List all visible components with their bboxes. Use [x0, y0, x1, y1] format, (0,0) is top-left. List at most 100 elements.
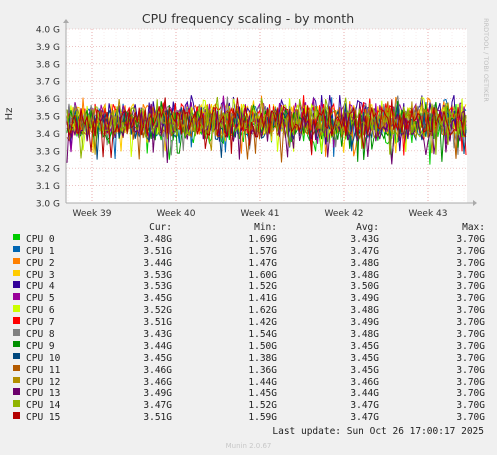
legend-max-value: 3.70G [456, 281, 485, 293]
legend-rows: CPU 0 3.48G 1.69G 3.43G 3.70G CPU 1 3.51G 1.57G… [0, 233, 497, 424]
legend-min-value: 1.57G [248, 245, 277, 257]
legend-row: CPU 12 3.46G 1.44G 3.46G 3.70G [0, 376, 497, 389]
legend-avg-value: 3.45G [350, 340, 379, 352]
legend-swatch [13, 317, 20, 324]
y-tick-label: 3.5 G [36, 113, 60, 123]
legend-max-value: 3.70G [456, 305, 485, 317]
legend-min-value: 1.52G [248, 281, 277, 293]
legend-row: CPU 5 3.45G 1.41G 3.49G 3.70G [0, 293, 497, 305]
legend-cur-value: 3.53G [143, 269, 172, 281]
legend-avg-value: 3.44G [350, 388, 379, 400]
legend-swatch [13, 364, 20, 372]
legend-series-name: CPU 10 [26, 352, 61, 364]
legend-cur-value: 3.46G [143, 376, 172, 388]
legend-avg-value: 3.46G [350, 376, 379, 388]
legend-series-name: CPU 11 [26, 364, 61, 376]
legend-avg-value: 3.47G [350, 245, 379, 257]
y-tick-label: 3.6 G [36, 95, 60, 105]
legend-cur-value: 3.51G [143, 317, 172, 329]
series-lines [66, 94, 467, 165]
legend-max-value: 3.70G [456, 329, 485, 341]
legend-row: CPU 10 3.45G 1.38G 3.45G 3.70G [0, 352, 497, 365]
legend-row: CPU 6 3.52G 1.62G 3.48G 3.70G [0, 305, 497, 317]
y-tick-label: 3.7 G [36, 78, 60, 88]
legend-max-value: 3.70G [456, 352, 485, 364]
y-tick-labels: 3.0 G 3.1 G 3.2 G 3.3 G 3.4 G 3.5 G 3.6 G 3.7 G… [36, 26, 60, 210]
y-tick-label: 4.0 G [36, 26, 60, 36]
legend-avg-value: 3.47G [350, 412, 379, 424]
y-tick-label: 3.4 G [36, 130, 60, 140]
legend-series-name: CPU 12 [26, 376, 61, 388]
chart-title: CPU frequency scaling - by month [142, 11, 354, 26]
legend-max-value: 3.70G [456, 233, 485, 245]
legend-max-value: 3.70G [456, 257, 485, 269]
y-axis-arrow [63, 19, 69, 23]
legend-cur-value: 3.48G [143, 233, 172, 245]
legend-series-name: CPU 5 [26, 293, 55, 305]
last-update: Last update: Sun Oct 26 17:00:17 2025 [272, 426, 484, 437]
y-tick-label: 3.8 G [36, 60, 60, 70]
legend-min-value: 1.60G [248, 269, 277, 281]
legend-cur-value: 3.53G [143, 281, 172, 293]
x-tick-label: Week 42 [325, 209, 364, 219]
legend-min-value: 1.62G [248, 305, 277, 317]
x-tick-label: Week 40 [157, 209, 196, 219]
y-axis-label: Hz [4, 108, 15, 121]
y-tick-label: 3.1 G [36, 182, 60, 192]
legend-cur-value: 3.43G [143, 329, 172, 341]
legend-min-value: 1.52G [248, 400, 277, 412]
legend-max-value: 3.70G [456, 269, 485, 281]
legend: Cur: Min: Avg: Max: CPU 0 3.48G 1.69G 3.43G… [0, 222, 497, 424]
legend-max-value: 3.70G [456, 388, 485, 400]
y-tick-label: 3.2 G [36, 165, 60, 175]
chart: CPU frequency scaling - by month Hz RRDT… [4, 11, 490, 219]
axes [63, 19, 477, 206]
legend-row: CPU 2 3.44G 1.47G 3.48G 3.70G [0, 257, 497, 270]
legend-swatch [13, 352, 20, 360]
legend-row: CPU 14 3.47G 1.52G 3.47G 3.70G [0, 400, 497, 412]
legend-series-name: CPU 6 [26, 305, 55, 317]
y-tick-label: 3.0 G [36, 200, 60, 210]
legend-cur-value: 3.49G [143, 388, 172, 400]
legend-cur-value: 3.52G [143, 305, 172, 317]
x-tick-labels: Week 39 Week 40 Week 41 Week 42 Week 43 [73, 209, 448, 219]
legend-row: CPU 9 3.44G 1.50G 3.45G 3.70G [0, 340, 497, 353]
legend-row: CPU 3 3.53G 1.60G 3.48G 3.70G [0, 269, 497, 282]
legend-cur-value: 3.51G [143, 412, 172, 424]
legend-avg-value: 3.49G [350, 317, 379, 329]
legend-min-value: 1.50G [248, 340, 277, 352]
legend-cur-value: 3.45G [143, 352, 172, 364]
legend-min-value: 1.47G [248, 257, 277, 269]
rrdtool-watermark: RRDTOOL / TOBI OETIKER [482, 18, 490, 102]
x-tick-label: Week 41 [241, 209, 280, 219]
legend-swatch [13, 269, 20, 277]
legend-swatch [13, 281, 20, 288]
legend-swatch [13, 245, 20, 253]
x-axis-arrow [473, 200, 477, 206]
legend-row: CPU 7 3.51G 1.42G 3.49G 3.70G [0, 317, 497, 329]
legend-series-name: CPU 9 [26, 340, 55, 352]
legend-avg-value: 3.48G [350, 305, 379, 317]
legend-row: CPU 1 3.51G 1.57G 3.47G 3.70G [0, 245, 497, 258]
legend-min-value: 1.44G [248, 376, 277, 388]
legend-series-name: CPU 8 [26, 329, 55, 341]
legend-series-name: CPU 15 [26, 412, 61, 424]
legend-series-name: CPU 13 [26, 388, 61, 400]
legend-series-name: CPU 4 [26, 281, 55, 293]
legend-swatch [13, 233, 20, 241]
legend-max-value: 3.70G [456, 400, 485, 412]
legend-min-value: 1.59G [248, 412, 277, 424]
y-tick-label: 3.9 G [36, 43, 60, 53]
legend-series-name: CPU 0 [26, 233, 55, 245]
legend-min-value: 1.42G [248, 317, 277, 329]
legend-max-value: 3.70G [456, 317, 485, 329]
legend-series-name: CPU 3 [26, 269, 55, 281]
legend-row: CPU 8 3.43G 1.54G 3.48G 3.70G [0, 329, 497, 341]
legend-series-name: CPU 14 [26, 400, 61, 412]
legend-series-name: CPU 1 [26, 245, 55, 257]
legend-avg-value: 3.45G [350, 364, 379, 376]
legend-min-value: 1.36G [248, 364, 277, 376]
legend-avg-value: 3.48G [350, 269, 379, 281]
legend-avg-value: 3.49G [350, 293, 379, 305]
legend-min-value: 1.38G [248, 352, 277, 364]
